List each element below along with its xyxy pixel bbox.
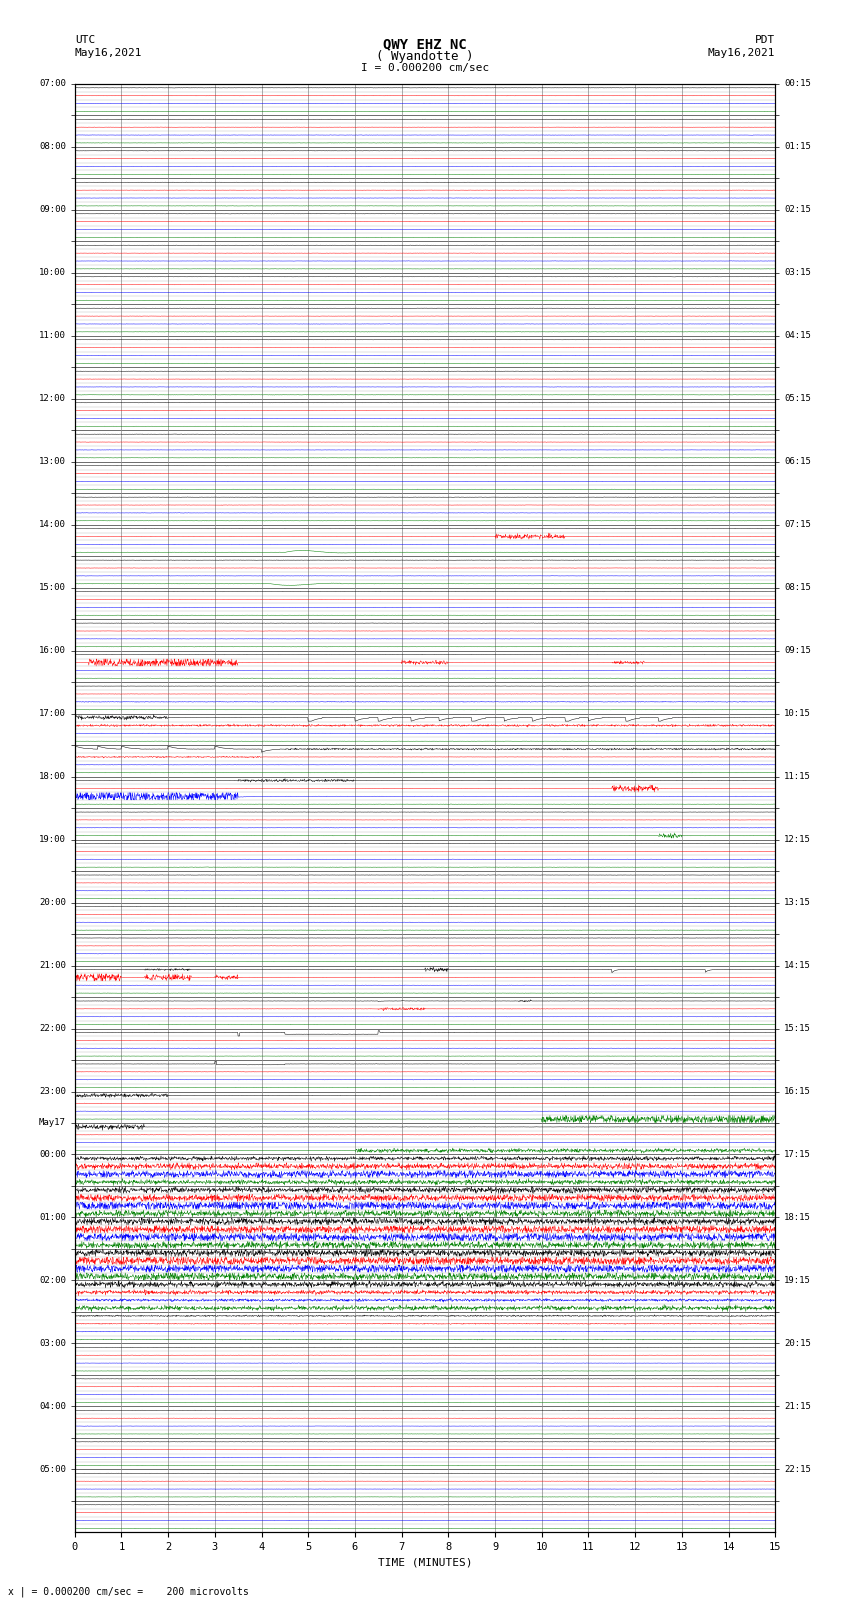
Text: May16,2021: May16,2021 [708,48,775,58]
X-axis label: TIME (MINUTES): TIME (MINUTES) [377,1558,473,1568]
Text: PDT: PDT [755,35,775,45]
Text: UTC: UTC [75,35,95,45]
Text: QWY EHZ NC: QWY EHZ NC [383,37,467,52]
Text: ( Wyandotte ): ( Wyandotte ) [377,50,473,63]
Text: I = 0.000200 cm/sec: I = 0.000200 cm/sec [361,63,489,73]
Text: x | = 0.000200 cm/sec =    200 microvolts: x | = 0.000200 cm/sec = 200 microvolts [8,1586,249,1597]
Text: May16,2021: May16,2021 [75,48,142,58]
